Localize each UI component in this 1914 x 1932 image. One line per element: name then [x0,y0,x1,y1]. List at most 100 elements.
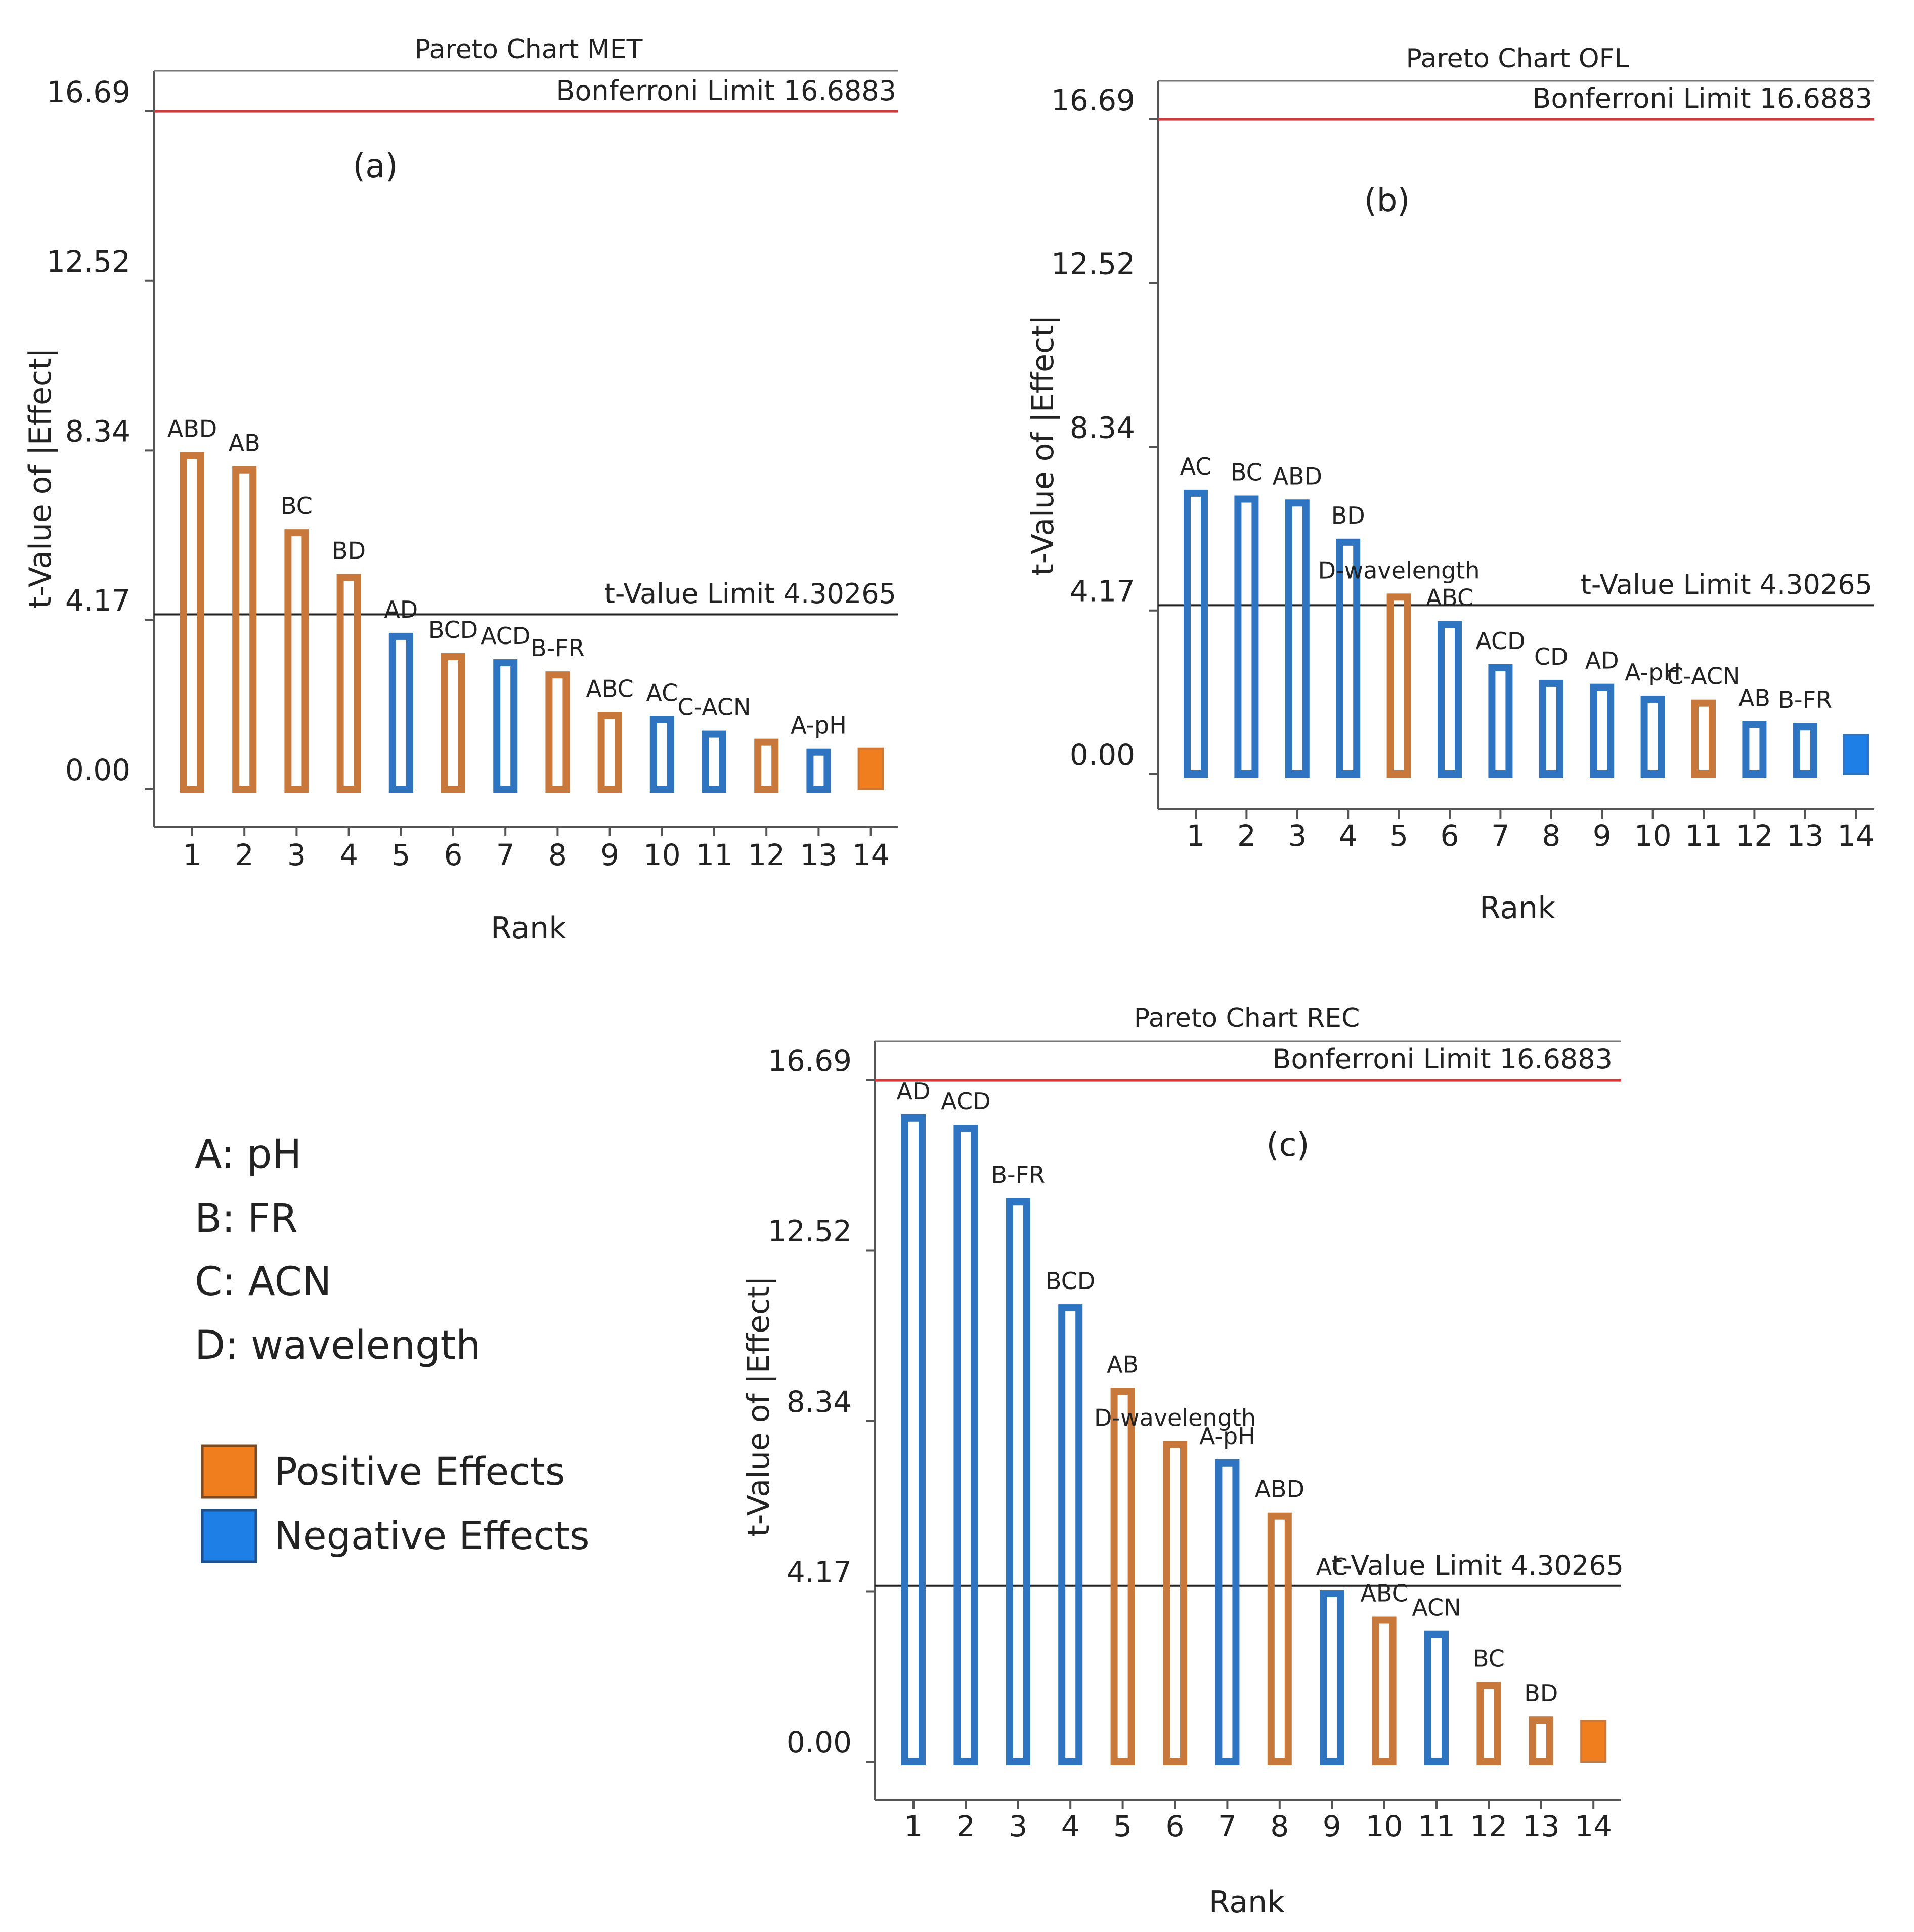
negative-effects-swatch [201,1509,257,1563]
x-tick-label: 6 [1166,1809,1185,1843]
legend-factor-b: B: FR [195,1196,298,1241]
panel-tag: (c) [1266,1127,1309,1164]
bar-rank-10 [1640,695,1665,778]
y-tick-label: 0.00 [787,1725,852,1759]
legend-factor-a: A: pH [195,1132,301,1177]
bar-label: BCD [1046,1267,1095,1295]
y-axis-title: t-Value of |Effect| [1025,315,1061,576]
bar-label: ABC [586,675,633,702]
x-tick-label: 11 [1685,819,1722,853]
bar-label: D-wavelength [1094,1404,1256,1431]
x-tick-label: 7 [1218,1809,1237,1843]
bar-label: AC [646,679,678,706]
bar-label: BD [1524,1680,1558,1707]
bar-label: C-ACN [678,694,751,721]
x-tick-label: 5 [1389,819,1408,853]
chart-title: Pareto Chart REC [1134,1003,1360,1034]
bar-rank-1 [901,1114,926,1765]
positive-effects-swatch [201,1444,257,1499]
x-tick-label: 9 [1323,1809,1341,1843]
chart-title: Pareto Chart MET [415,34,643,65]
x-axis-title: Rank [1480,890,1555,926]
x-tick-label: 9 [1593,819,1612,853]
x-tick-label: 3 [287,838,306,872]
bar-label: A-pH [1199,1423,1255,1450]
positive-effects-label: Positive Effects [274,1449,565,1494]
x-tick-label: 9 [600,838,619,872]
bar-rank-13 [1793,723,1817,778]
y-tick-label: 0.00 [1070,738,1135,772]
bar-label: A-pH [1625,659,1681,686]
y-tick-label: 12.52 [1051,246,1135,281]
y-tick-label: 4.17 [65,583,130,618]
x-tick-label: 4 [1339,819,1358,853]
bar-label: ABD [167,415,217,443]
y-tick-label: 12.52 [47,244,130,279]
bar-rank-5 [388,632,413,793]
bar-label: ABC [1426,584,1473,612]
legend-factor-d: D: wavelength [195,1323,481,1368]
y-tick-label: 4.17 [787,1555,852,1589]
x-tick-label: 12 [748,838,785,872]
panel-tag: (a) [353,148,398,185]
y-tick-label: 0.00 [65,753,130,787]
x-tick-label: 4 [339,838,358,872]
x-tick-label: 14 [1575,1809,1612,1843]
bar-label: A-pH [791,712,847,739]
x-tick-label: 14 [1837,819,1875,853]
y-tick-label: 16.69 [768,1044,852,1078]
y-tick-label: 4.17 [1070,574,1135,609]
bar-rank-4 [336,574,361,793]
x-tick-label: 2 [235,838,254,872]
bar-rank-8 [1539,679,1563,778]
bar-rank-9 [1590,683,1615,778]
x-tick-label: 2 [956,1809,975,1843]
y-tick-label: 8.34 [65,414,130,448]
x-tick-label: 8 [548,838,567,872]
bar-label: AC [1180,453,1212,480]
y-tick-label: 16.69 [1051,83,1135,117]
bar-label: ACN [1412,1594,1461,1621]
bar-rank-5 [1110,1388,1135,1765]
bar-label: AB [1107,1351,1139,1379]
x-axis-title: Rank [1209,1884,1285,1920]
bar-rank-3 [1285,499,1310,778]
bar-label: AD [1585,647,1619,674]
bar-label: D-wavelength [1318,556,1480,584]
bar-rank-10 [649,716,674,793]
bar-rank-14 [1580,1720,1607,1763]
bar-rank-10 [1372,1616,1397,1766]
bar-label: B-FR [531,634,585,662]
bar-rank-2 [1234,495,1259,778]
chart-rec: Pareto Chart REC (c) t-Value of |Effect|… [741,1003,1624,1920]
bar-rank-13 [806,748,831,793]
bar-rank-13 [1529,1716,1553,1765]
x-tick-label: 11 [695,838,733,872]
x-tick-label: 10 [1634,819,1672,853]
y-tick-label: 16.69 [47,75,130,109]
t-value-limit-label: t-Value Limit 4.30265 [1581,569,1873,600]
bar-label: B-FR [991,1161,1046,1188]
panel-tag: (b) [1364,182,1410,220]
bar-label: ABC [1360,1579,1408,1607]
x-tick-label: 10 [643,838,681,872]
bar-label: BC [1473,1645,1505,1672]
bar-rank-12 [1476,1682,1501,1766]
t-value-limit-label: t-Value Limit 4.30265 [604,578,896,610]
x-tick-label: 1 [183,838,202,872]
y-tick-label: 8.34 [787,1385,852,1419]
bar-label: AC [1316,1553,1348,1580]
bar-rank-6 [1163,1441,1187,1765]
bar-label: B-FR [1778,686,1833,713]
bar-rank-14 [1843,734,1869,775]
bar-rank-6 [441,653,465,793]
x-tick-label: 13 [1522,1809,1560,1843]
bar-rank-4 [1336,538,1361,778]
bar-label: ABD [1273,462,1322,490]
bar-rank-4 [1058,1304,1083,1766]
x-tick-label: 13 [1787,819,1824,853]
x-tick-label: 8 [1270,1809,1289,1843]
x-tick-label: 6 [1441,819,1459,853]
bar-label: AD [384,596,418,623]
bar-rank-11 [1424,1630,1449,1765]
